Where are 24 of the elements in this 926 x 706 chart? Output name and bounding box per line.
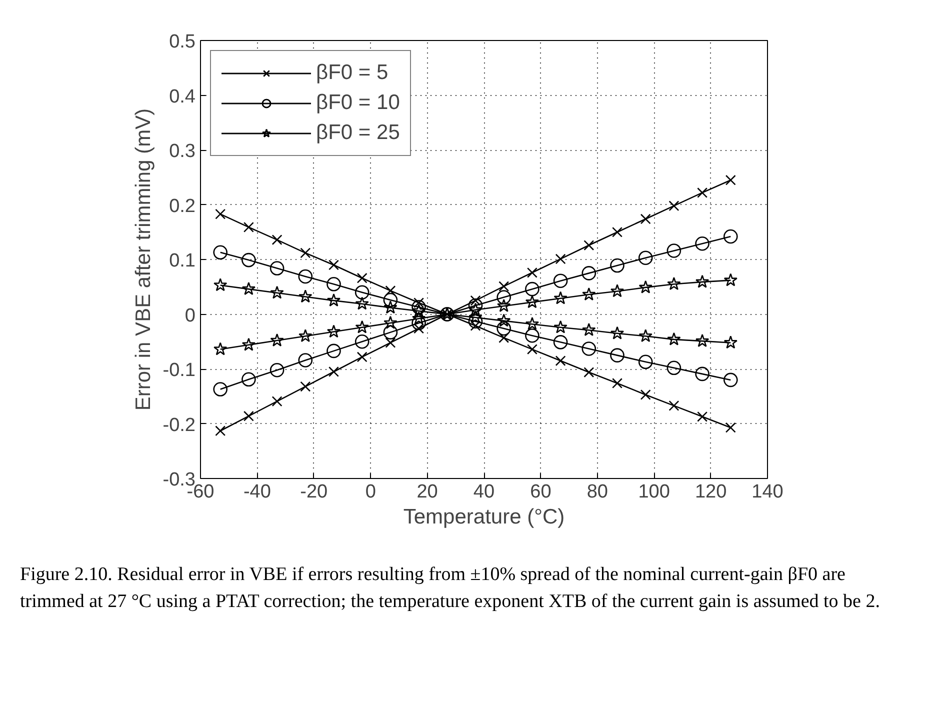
x-tick-label: 60 (530, 482, 552, 502)
x-tick-label: 120 (694, 482, 727, 502)
caption: Figure 2.10. Residual error in VBE if errors resulting from ±10% spread of the nominal current-gain βF0 are trimmed at 27 °C using a PTAT correction; the temperature exponent XTB of the current gain is assumed to be 2. (20, 563, 881, 614)
x-axis-title: Temperature (°C) (403, 506, 565, 528)
y-tick-label: 0.5 (169, 32, 196, 52)
y-tick-label: 0 (184, 305, 196, 326)
y-tick-label: 0.1 (169, 250, 196, 272)
x-tick-label: 40 (473, 482, 495, 502)
legend-label: βF0 = 25 (316, 121, 400, 145)
y-tick-label: -0.2 (162, 414, 196, 436)
y-axis-title: Error in VBE after trimming (mV) (132, 108, 155, 411)
y-tick-label: 0.3 (169, 141, 196, 162)
x-tick-label: 100 (638, 482, 670, 502)
x-tick-label: 20 (416, 482, 438, 502)
y-tick-label: -0.1 (162, 360, 196, 381)
x-tick-label: 140 (752, 482, 784, 502)
y-tick-label: 0.4 (169, 86, 196, 108)
x-tick-label: -20 (300, 482, 328, 502)
x-tick-label: -40 (243, 482, 271, 502)
x-tick-label: 0 (365, 482, 376, 502)
x-tick-label: 80 (586, 482, 608, 502)
legend-label: βF0 = 5 (316, 61, 388, 85)
y-tick-label: 0.2 (169, 196, 196, 217)
legend-label: βF0 = 10 (316, 91, 400, 115)
